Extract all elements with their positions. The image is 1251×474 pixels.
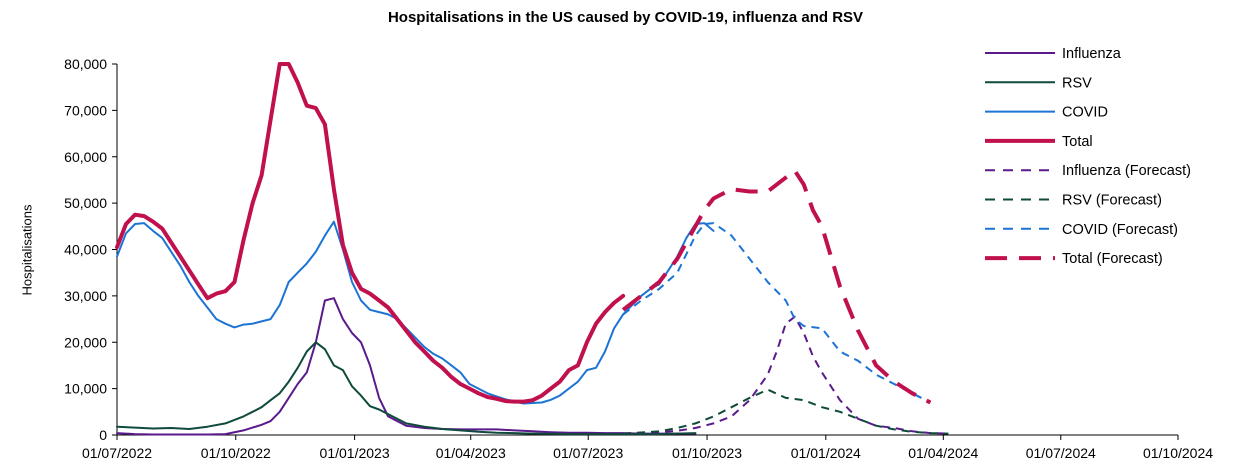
y-tick-label: 40,000	[64, 242, 107, 258]
legend-label-rsv: RSV	[1062, 75, 1092, 91]
x-tick-label: 01/10/2022	[201, 445, 271, 461]
chart-title: Hospitalisations in the US caused by COV…	[387, 9, 864, 26]
x-tick-label: 01/04/2024	[908, 445, 978, 461]
x-tick-label: 01/10/2023	[672, 445, 742, 461]
series-layer	[115, 62, 949, 436]
series-line-covid	[116, 220, 715, 405]
x-tick-label: 01/07/2023	[553, 445, 623, 461]
x-tick-label: 01/07/2024	[1026, 445, 1096, 461]
y-tick-label: 70,000	[64, 102, 107, 118]
y-tick-label: 10,000	[64, 381, 107, 397]
y-tick-label: 60,000	[64, 149, 107, 165]
series-line-rsv-forecast	[623, 388, 949, 435]
series-line-total	[115, 62, 626, 404]
legend-label-covid-forecast: COVID (Forecast)	[1062, 222, 1178, 238]
x-tick-label: 01/04/2023	[436, 445, 506, 461]
y-tick-label: 30,000	[64, 288, 107, 304]
series-line-rsv	[116, 341, 697, 436]
legend-label-total-forecast: Total (Forecast)	[1062, 251, 1163, 267]
legend-label-total: Total	[1062, 134, 1093, 150]
series-line-influenza-forecast	[623, 315, 949, 435]
legend-label-rsv-forecast: RSV (Forecast)	[1062, 193, 1162, 209]
x-tick-label: 01/10/2024	[1143, 445, 1213, 461]
legend-label-influenza-forecast: Influenza (Forecast)	[1062, 163, 1191, 179]
series-line-covid-forecast	[622, 222, 931, 404]
legend-label-covid: COVID	[1062, 105, 1108, 121]
axes: 0 10,000 20,000 30,000 40,000 50,000 60,000 70,…	[64, 56, 1213, 461]
y-tick-label: 20,000	[64, 334, 107, 350]
y-tick-label: 50,000	[64, 195, 107, 211]
series-line-total-forecast	[621, 168, 932, 405]
legend: Influenza RSV COVID Total Influenza (Forecas…	[985, 46, 1191, 267]
x-tick-label: 01/07/2022	[82, 445, 152, 461]
x-tick-label: 01/01/2024	[791, 445, 861, 461]
y-tick-label: 0	[99, 427, 107, 443]
series-line-influenza	[116, 297, 697, 436]
x-tick-label: 01/01/2023	[320, 445, 390, 461]
y-tick-label: 80,000	[64, 56, 107, 72]
legend-label-influenza: Influenza	[1062, 46, 1122, 62]
